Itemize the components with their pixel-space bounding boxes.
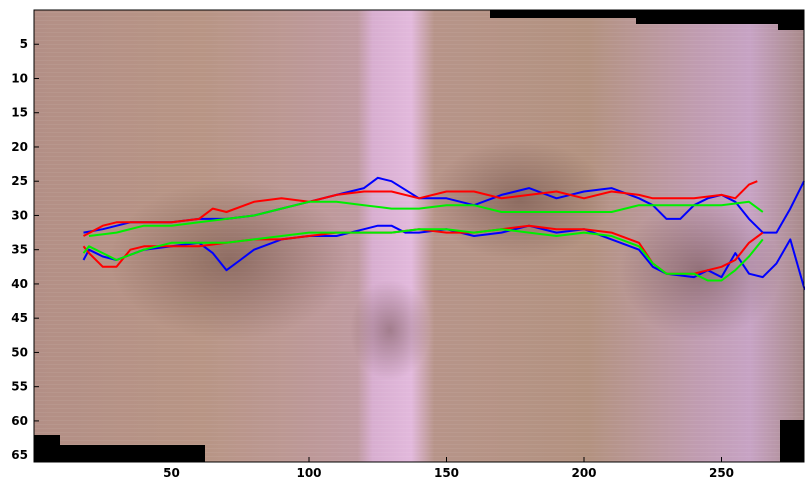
y-tick-label: 60 [11,414,28,428]
y-tick-label: 25 [11,174,28,188]
y-tick-label: 50 [11,345,28,359]
x-tick-label: 150 [434,466,459,479]
y-tick-label: 55 [11,380,28,394]
y-tick-label: 20 [11,140,28,154]
y-tick-label: 30 [11,208,28,222]
x-tick-label: 250 [709,466,734,479]
image-background [34,10,804,462]
y-tick-label: 15 [11,106,28,120]
y-axis: 5 10 15 20 25 30 35 40 45 50 55 60 65 [11,37,39,462]
x-tick-label: 100 [296,466,321,479]
series-line-6 [82,228,764,282]
x-axis: 50 100 150 200 250 [163,457,734,479]
series-layer [82,176,805,291]
y-tick-label: 35 [11,243,28,257]
y-tick-label: 10 [11,71,28,85]
x-tick-label: 50 [163,466,180,479]
plot-frame [33,9,805,463]
series-line-3 [83,180,758,237]
y-tick-label: 40 [11,277,28,291]
x-tick-label: 200 [571,466,596,479]
y-tick-label: 5 [20,37,28,51]
y-tick-label: 65 [11,448,28,462]
y-tick-label: 45 [11,311,28,325]
series-line-5 [88,200,764,237]
